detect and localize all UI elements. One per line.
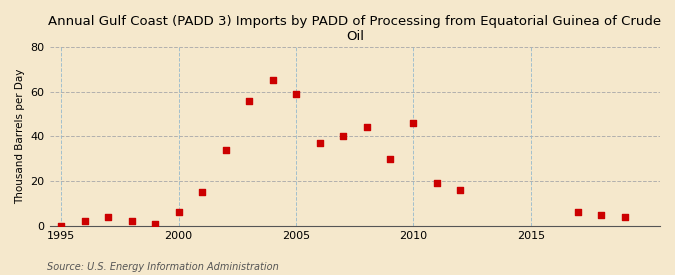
Y-axis label: Thousand Barrels per Day: Thousand Barrels per Day (15, 69, 25, 204)
Point (361, 125, 372, 130)
Point (338, 134, 348, 139)
Point (103, 215, 113, 219)
Point (196, 190, 207, 194)
Point (385, 156, 396, 161)
Point (267, 78, 278, 83)
Point (596, 213, 607, 217)
Point (150, 221, 161, 226)
Point (291, 92, 302, 96)
Point (244, 98, 254, 103)
Point (314, 141, 325, 145)
Point (408, 121, 419, 125)
Text: Source: U.S. Energy Information Administration: Source: U.S. Energy Information Administ… (47, 262, 279, 272)
Title: Annual Gulf Coast (PADD 3) Imports by PADD of Processing from Equatorial Guinea : Annual Gulf Coast (PADD 3) Imports by PA… (48, 15, 662, 43)
Point (126, 219, 137, 224)
Point (80, 219, 90, 224)
Point (220, 148, 231, 152)
Point (572, 210, 583, 215)
Point (173, 210, 184, 215)
Point (620, 215, 630, 219)
Point (56, 224, 67, 228)
Point (431, 181, 442, 186)
Point (455, 188, 466, 192)
